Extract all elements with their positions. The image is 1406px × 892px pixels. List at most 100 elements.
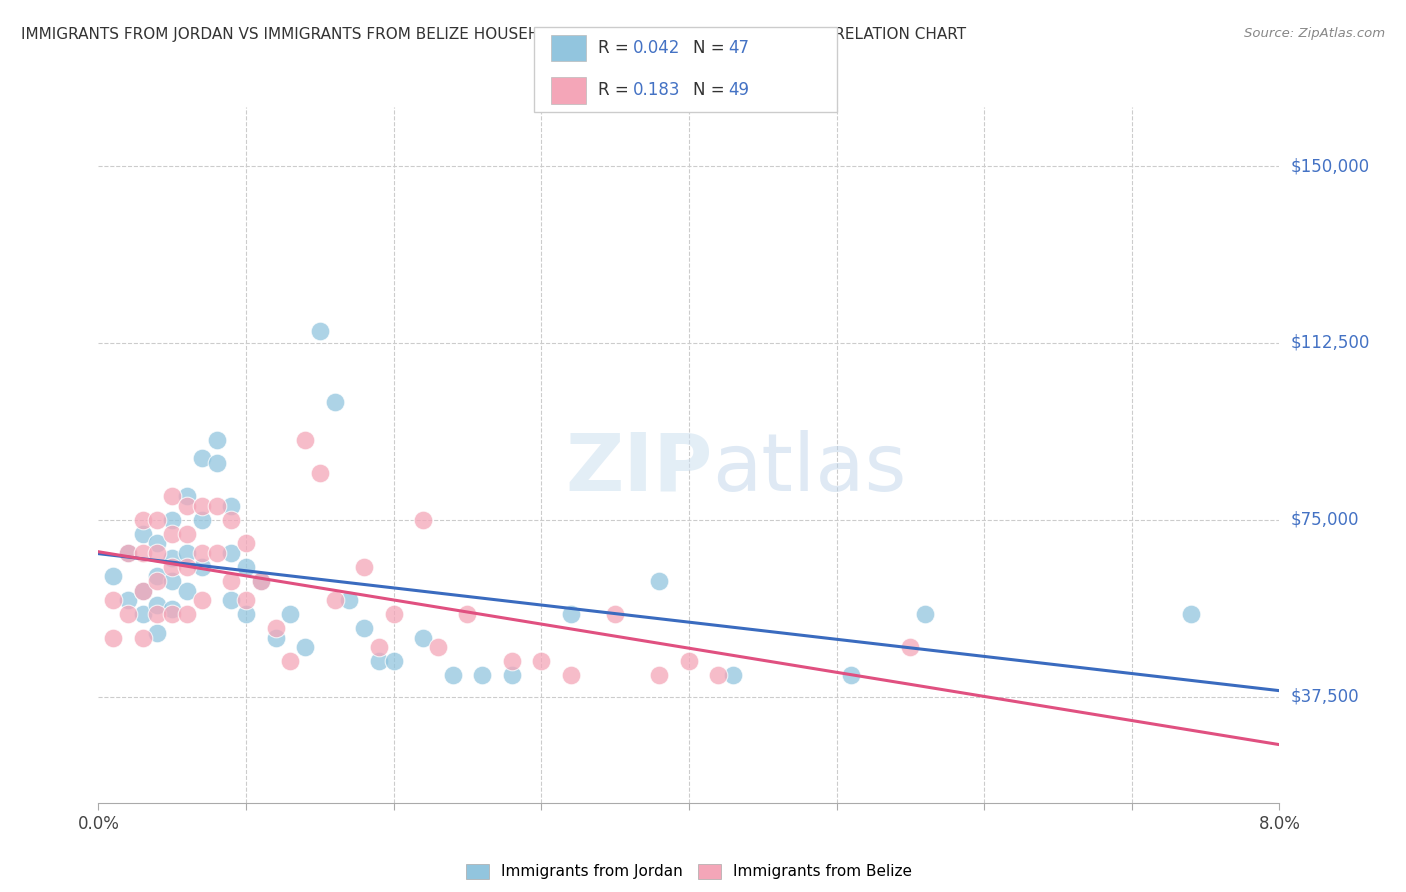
Point (308, 324, 332, 338)
Point (426, 640, 449, 654)
Point (176, 499, 198, 513)
Point (914, 607, 936, 621)
Text: R =: R = (598, 39, 634, 57)
Point (191, 560, 214, 574)
Point (839, 668, 862, 682)
Point (501, 668, 523, 682)
Point (278, 654, 301, 668)
Point (176, 583, 198, 598)
Text: N =: N = (693, 39, 730, 57)
Point (560, 668, 582, 682)
Point (146, 536, 169, 550)
Point (162, 513, 183, 527)
Point (162, 560, 183, 574)
Point (146, 513, 169, 527)
Point (205, 456, 228, 470)
Point (146, 598, 169, 612)
Point (191, 513, 214, 527)
Point (323, 395, 346, 409)
Point (146, 574, 169, 588)
Point (648, 668, 671, 682)
Text: $75,000: $75,000 (1291, 511, 1360, 529)
Point (235, 593, 257, 607)
Text: N =: N = (693, 81, 730, 99)
Point (278, 607, 301, 621)
Point (176, 607, 198, 621)
Point (308, 466, 332, 480)
Point (219, 499, 242, 513)
Point (176, 527, 198, 541)
Point (250, 574, 273, 588)
Point (382, 607, 405, 621)
Point (219, 593, 242, 607)
Point (382, 654, 405, 668)
Point (132, 527, 155, 541)
Point (191, 499, 214, 513)
Point (103, 593, 124, 607)
Point (132, 607, 155, 621)
Text: atlas: atlas (713, 430, 907, 508)
Point (235, 607, 257, 621)
Point (441, 668, 464, 682)
Text: 47: 47 (728, 39, 749, 57)
Point (162, 574, 183, 588)
Point (721, 668, 744, 682)
Point (250, 574, 273, 588)
Text: $112,500: $112,500 (1291, 334, 1369, 351)
Point (117, 546, 139, 560)
Point (132, 546, 155, 560)
Point (219, 574, 242, 588)
Point (560, 607, 582, 621)
Point (471, 668, 494, 682)
Text: $150,000: $150,000 (1291, 157, 1369, 175)
Point (367, 654, 389, 668)
Point (337, 593, 360, 607)
Text: Source: ZipAtlas.com: Source: ZipAtlas.com (1244, 27, 1385, 40)
Point (235, 560, 257, 574)
Text: R =: R = (598, 81, 634, 99)
Point (219, 546, 242, 560)
Point (117, 607, 139, 621)
Text: $37,500: $37,500 (1291, 688, 1360, 706)
Point (176, 546, 198, 560)
Point (412, 513, 434, 527)
Point (235, 536, 257, 550)
Point (264, 631, 287, 645)
Text: 49: 49 (728, 81, 749, 99)
Point (678, 654, 700, 668)
Point (146, 626, 169, 640)
Legend: Immigrants from Jordan, Immigrants from Belize: Immigrants from Jordan, Immigrants from … (460, 858, 918, 886)
Point (176, 560, 198, 574)
Point (132, 583, 155, 598)
Point (353, 621, 375, 635)
Point (103, 569, 124, 583)
Point (191, 593, 214, 607)
Point (132, 513, 155, 527)
Point (176, 489, 198, 503)
Point (898, 640, 921, 654)
Point (205, 499, 228, 513)
Point (191, 546, 214, 560)
Point (323, 593, 346, 607)
Point (412, 631, 434, 645)
Point (162, 489, 183, 503)
Text: ZIP: ZIP (565, 430, 713, 508)
Point (205, 433, 228, 447)
Text: IMMIGRANTS FROM JORDAN VS IMMIGRANTS FROM BELIZE HOUSEHOLDER INCOME UNDER 25 YEA: IMMIGRANTS FROM JORDAN VS IMMIGRANTS FRO… (21, 27, 966, 42)
Point (146, 607, 169, 621)
Point (501, 654, 523, 668)
Point (117, 546, 139, 560)
Point (294, 640, 316, 654)
Point (1180, 607, 1202, 621)
Point (219, 513, 242, 527)
Point (162, 550, 183, 565)
Point (353, 560, 375, 574)
Point (162, 527, 183, 541)
Point (103, 631, 124, 645)
Point (132, 583, 155, 598)
Point (294, 433, 316, 447)
Point (707, 668, 730, 682)
Point (205, 546, 228, 560)
Point (648, 574, 671, 588)
Point (146, 546, 169, 560)
